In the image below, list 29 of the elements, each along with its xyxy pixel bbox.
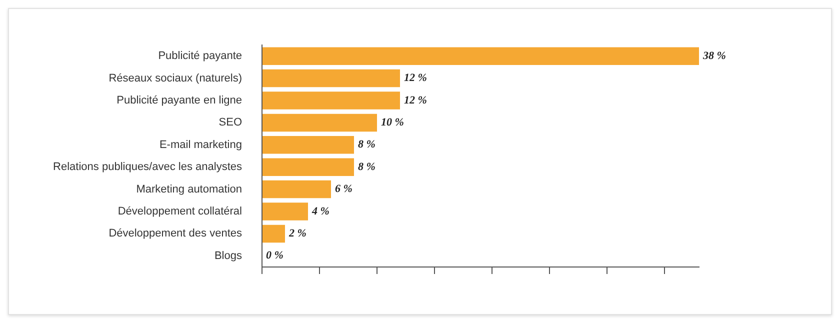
y-tick-label: SEO xyxy=(218,116,242,129)
y-tick-label: Marketing automation xyxy=(136,183,242,196)
data-label: 10 % xyxy=(381,116,404,129)
y-tick-label: Développement collatéral xyxy=(118,206,242,218)
y-tick-label: E-mail marketing xyxy=(159,138,242,151)
data-label: 12 % xyxy=(404,94,427,106)
data-label: 8 % xyxy=(358,160,376,173)
y-tick-label: Développement des ventes xyxy=(108,228,242,240)
y-tick-label: Publicité payante en ligne xyxy=(116,94,242,107)
data-label: 4 % xyxy=(311,205,330,218)
data-label: 12 % xyxy=(404,72,427,84)
bar xyxy=(262,92,400,110)
bar xyxy=(262,69,400,88)
bar xyxy=(262,47,699,65)
y-tick-label: Réseaux sociaux (naturels) xyxy=(108,72,242,84)
data-label: 8 % xyxy=(358,138,376,151)
bar xyxy=(262,180,331,198)
y-tick-label: Relations publiques/avec les analystes xyxy=(53,161,242,174)
data-label: 6 % xyxy=(335,183,352,196)
y-tick-label: Blogs xyxy=(214,250,242,262)
y-tick-label: Publicité payante xyxy=(158,50,242,62)
bar xyxy=(262,114,377,132)
bar xyxy=(262,158,354,176)
data-label: 0 % xyxy=(266,250,284,262)
bar xyxy=(262,136,354,154)
data-label: 2 % xyxy=(288,228,306,240)
data-label: 38 % xyxy=(702,50,726,62)
bar xyxy=(262,224,285,243)
bar xyxy=(262,202,308,220)
